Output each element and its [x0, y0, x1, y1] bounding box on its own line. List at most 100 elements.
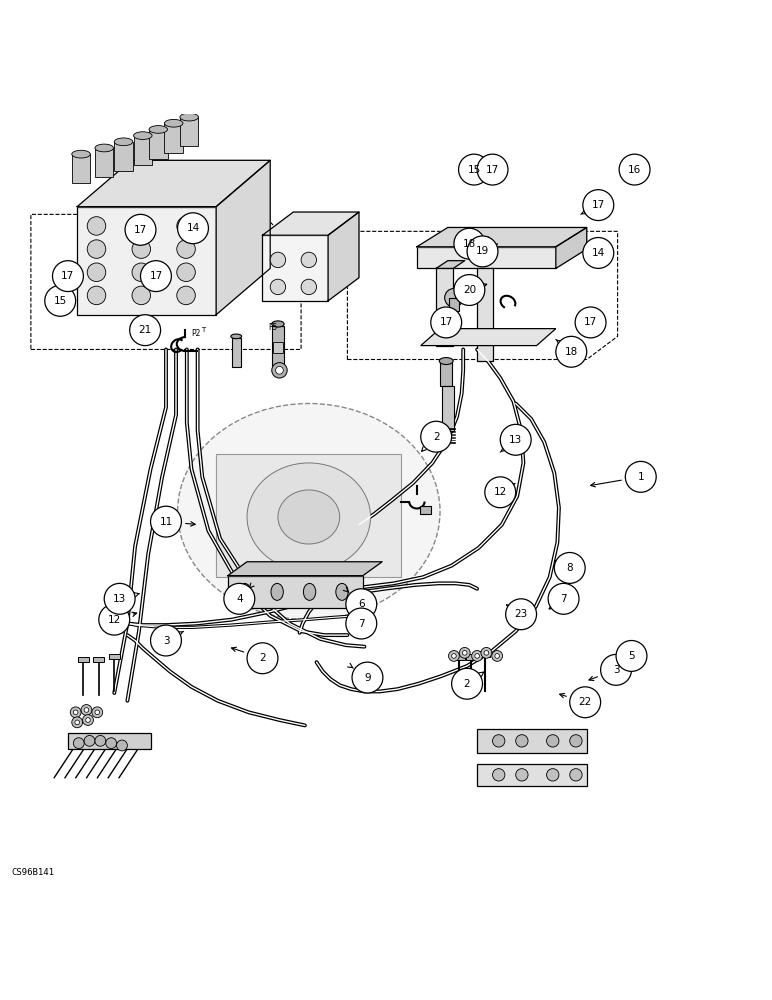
Circle shape	[272, 363, 287, 378]
Circle shape	[177, 217, 195, 235]
Circle shape	[151, 625, 181, 656]
Circle shape	[346, 589, 377, 620]
Text: 17: 17	[134, 225, 147, 235]
Ellipse shape	[439, 358, 453, 365]
Circle shape	[449, 651, 459, 661]
Text: 19: 19	[476, 246, 489, 256]
Circle shape	[151, 506, 181, 537]
FancyBboxPatch shape	[449, 298, 459, 311]
Circle shape	[477, 154, 508, 185]
Circle shape	[445, 288, 463, 307]
Circle shape	[452, 668, 482, 699]
Polygon shape	[454, 654, 465, 660]
Text: 3: 3	[613, 665, 619, 675]
Circle shape	[500, 424, 531, 455]
Circle shape	[75, 720, 80, 725]
Text: 12: 12	[107, 615, 121, 625]
Text: P2: P2	[191, 329, 201, 338]
Text: 13: 13	[509, 435, 523, 445]
Circle shape	[352, 662, 383, 693]
Text: 1: 1	[638, 472, 644, 482]
Circle shape	[276, 366, 283, 374]
Text: 2: 2	[433, 432, 439, 442]
Circle shape	[575, 307, 606, 338]
Polygon shape	[421, 329, 556, 346]
Text: 23: 23	[514, 609, 528, 619]
Circle shape	[87, 240, 106, 258]
Circle shape	[301, 252, 317, 268]
Circle shape	[548, 583, 579, 614]
Polygon shape	[466, 654, 476, 660]
Polygon shape	[417, 227, 587, 247]
Text: 3: 3	[163, 636, 169, 646]
Circle shape	[132, 286, 151, 305]
Circle shape	[125, 214, 156, 245]
Circle shape	[87, 217, 106, 235]
Text: 17: 17	[439, 317, 453, 327]
Circle shape	[177, 263, 195, 282]
Text: 17: 17	[61, 271, 75, 281]
Text: 9: 9	[364, 673, 371, 683]
Text: 16: 16	[628, 165, 642, 175]
Text: 18: 18	[462, 239, 476, 249]
Circle shape	[616, 641, 647, 671]
FancyBboxPatch shape	[134, 136, 152, 165]
Polygon shape	[477, 729, 587, 753]
Ellipse shape	[178, 403, 440, 620]
Polygon shape	[78, 657, 89, 662]
Circle shape	[556, 336, 587, 367]
Text: 20: 20	[462, 285, 476, 295]
Circle shape	[492, 651, 503, 661]
Circle shape	[421, 421, 452, 452]
Ellipse shape	[72, 150, 90, 158]
Text: 17: 17	[584, 317, 598, 327]
Text: 17: 17	[591, 200, 605, 210]
Circle shape	[301, 279, 317, 295]
Text: 14: 14	[591, 248, 605, 258]
Polygon shape	[262, 235, 328, 301]
Text: 11: 11	[159, 517, 173, 527]
Polygon shape	[417, 247, 556, 268]
Text: 2: 2	[259, 653, 266, 663]
Circle shape	[475, 654, 479, 658]
Text: 12: 12	[493, 487, 507, 497]
FancyBboxPatch shape	[273, 342, 283, 353]
Circle shape	[95, 710, 100, 715]
Circle shape	[132, 217, 151, 235]
Polygon shape	[328, 212, 359, 301]
Polygon shape	[228, 562, 382, 576]
Text: 13: 13	[113, 594, 127, 604]
Ellipse shape	[239, 583, 251, 600]
Polygon shape	[436, 268, 453, 346]
Circle shape	[70, 707, 81, 718]
Circle shape	[117, 740, 127, 751]
Polygon shape	[109, 654, 120, 659]
Circle shape	[554, 552, 585, 583]
Circle shape	[484, 651, 489, 655]
Text: 7: 7	[358, 619, 364, 629]
Polygon shape	[477, 764, 587, 786]
Polygon shape	[68, 733, 151, 749]
Text: 17: 17	[486, 165, 499, 175]
Circle shape	[104, 583, 135, 614]
Circle shape	[224, 583, 255, 614]
FancyBboxPatch shape	[180, 117, 198, 146]
Circle shape	[452, 654, 456, 658]
Circle shape	[625, 461, 656, 492]
Ellipse shape	[149, 126, 168, 133]
Text: F5: F5	[269, 323, 278, 332]
Circle shape	[601, 654, 631, 685]
Text: 15: 15	[53, 296, 67, 306]
FancyBboxPatch shape	[164, 123, 183, 153]
Circle shape	[92, 707, 103, 718]
Text: 15: 15	[467, 165, 481, 175]
Circle shape	[130, 315, 161, 346]
Polygon shape	[556, 227, 587, 268]
FancyBboxPatch shape	[114, 142, 133, 171]
FancyBboxPatch shape	[149, 129, 168, 159]
Circle shape	[72, 717, 83, 728]
Circle shape	[177, 240, 195, 258]
Circle shape	[493, 769, 505, 781]
FancyBboxPatch shape	[72, 154, 90, 183]
Circle shape	[87, 263, 106, 282]
